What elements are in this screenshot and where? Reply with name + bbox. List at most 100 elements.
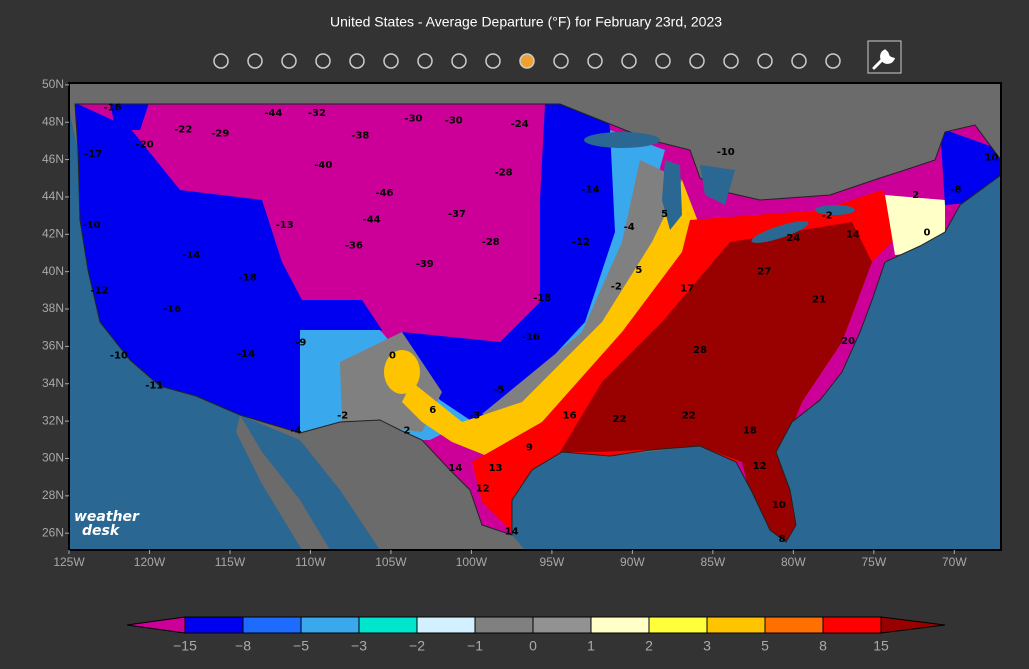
station-value: -2	[822, 211, 833, 222]
frame-dot[interactable]	[315, 53, 331, 69]
colorbar-label: −15	[173, 638, 197, 654]
colorbar-segment	[358, 616, 418, 634]
station-value: -10	[82, 220, 100, 231]
colorbar-segment	[706, 616, 766, 634]
colorbar-segment	[184, 616, 244, 634]
x-tick-label: 75W	[861, 555, 886, 569]
colorbar-label: −5	[293, 638, 309, 654]
station-value: 16	[563, 411, 577, 422]
colorbar-label: 15	[873, 638, 889, 654]
station-value: 0	[923, 227, 930, 238]
station-value: -20	[136, 140, 154, 151]
station-value: 27	[757, 267, 771, 278]
station-value: -12	[572, 237, 590, 248]
settings-button[interactable]	[867, 40, 902, 74]
station-value: 14	[846, 229, 860, 240]
station-value: -16	[522, 332, 540, 343]
colorbar-segment	[532, 616, 592, 634]
station-value: -4	[290, 425, 301, 436]
colorbar-label: 2	[645, 638, 653, 654]
frame-dot[interactable]	[825, 53, 841, 69]
colorbar-label: 1	[587, 638, 595, 654]
map-frame	[68, 82, 1002, 551]
station-value: -12	[91, 285, 109, 296]
x-tick-label: 105W	[375, 555, 407, 569]
x-tick-label: 80W	[781, 555, 806, 569]
station-value: -16	[103, 102, 121, 113]
x-tick-label: 95W	[540, 555, 565, 569]
station-value: -3	[469, 411, 480, 422]
x-tick-label: 120W	[134, 555, 166, 569]
y-tick-label: 38N	[42, 301, 64, 315]
station-value: 6	[429, 405, 436, 416]
colorbar: −15 −8 −5 −3 −2 −1 0 1 2 3 5 8 15	[126, 616, 946, 654]
station-value: 14	[505, 526, 519, 537]
frame-dot[interactable]	[247, 53, 263, 69]
station-value: -18	[533, 293, 551, 304]
y-tick-label: 46N	[42, 152, 64, 166]
station-value: -38	[351, 130, 369, 141]
lake-ontario	[815, 205, 855, 215]
frame-dot[interactable]	[587, 53, 603, 69]
colorbar-segment	[300, 616, 360, 634]
frame-dot[interactable]	[689, 53, 705, 69]
station-value: 14	[448, 463, 462, 474]
frame-dot[interactable]	[723, 53, 739, 69]
station-value: 8	[779, 534, 786, 545]
station-value: 10	[772, 500, 786, 511]
station-value: -30	[404, 113, 422, 124]
frame-dot[interactable]	[349, 53, 365, 69]
station-value: 28	[693, 345, 707, 356]
station-value: -39	[416, 259, 434, 270]
frame-dot[interactable]	[791, 53, 807, 69]
frame-dot[interactable]	[621, 53, 637, 69]
y-tick-label: 26N	[42, 525, 64, 539]
station-value: -13	[276, 220, 294, 231]
frame-dot[interactable]	[485, 53, 501, 69]
frame-dot[interactable]	[655, 53, 671, 69]
frame-dot[interactable]	[553, 53, 569, 69]
station-value: -40	[314, 160, 332, 171]
lake-michigan	[662, 160, 682, 230]
station-value: 22	[613, 414, 627, 425]
frame-dot[interactable]	[281, 53, 297, 69]
y-tick-label: 32N	[42, 413, 64, 427]
frame-dot[interactable]	[757, 53, 773, 69]
station-value: 17	[680, 283, 694, 294]
station-value: 13	[489, 463, 503, 474]
station-value: 20	[841, 336, 855, 347]
station-value: -14	[182, 250, 200, 261]
colorbar-segment	[416, 616, 476, 634]
station-value: 12	[476, 483, 490, 494]
axes: 125W 120W 115W 110W 105W 100W 95W 90W 85W 80W 75W 7…	[42, 77, 967, 569]
frame-dot[interactable]	[451, 53, 467, 69]
station-value: -36	[345, 241, 363, 252]
lake-huron	[700, 165, 735, 205]
station-value: -14	[581, 184, 599, 195]
colorbar-segment	[242, 616, 302, 634]
x-tick-label: 100W	[456, 555, 488, 569]
y-tick-label: 34N	[42, 376, 64, 390]
lake-superior	[584, 132, 660, 148]
station-value: 24	[786, 233, 800, 244]
station-value: -9	[295, 338, 306, 349]
frame-dot[interactable]	[417, 53, 433, 69]
frame-dot[interactable]	[519, 53, 535, 69]
frame-dot[interactable]	[213, 53, 229, 69]
station-value: -30	[445, 115, 463, 126]
station-value: -44	[264, 108, 282, 119]
station-value: -8	[950, 184, 961, 195]
frame-dot[interactable]	[383, 53, 399, 69]
colorbar-segment	[590, 616, 650, 634]
station-value: 22	[682, 411, 696, 422]
station-value: 2	[912, 190, 919, 201]
colorbar-label: −3	[351, 638, 367, 654]
colorbar-label: 5	[761, 638, 769, 654]
colorbar-segment	[764, 616, 824, 634]
y-tick-label: 44N	[42, 189, 64, 203]
station-value: 9	[526, 442, 533, 453]
station-value: -44	[363, 214, 381, 225]
frame-selector	[213, 53, 841, 69]
station-value: -5	[493, 384, 504, 395]
